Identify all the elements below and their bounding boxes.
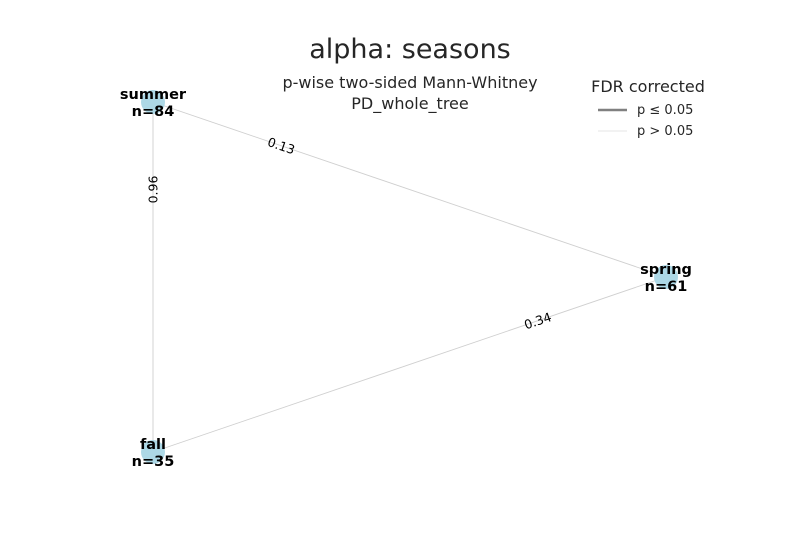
legend: FDR corrected p ≤ 0.05 p > 0.05 — [591, 77, 705, 139]
node-fall — [141, 440, 165, 464]
node-count-fall: n=35 — [132, 454, 175, 470]
node-summer — [141, 90, 165, 114]
edge-label-fall-spring: 0.34 — [522, 309, 553, 332]
edge-label-summer-spring: 0.13 — [266, 134, 297, 157]
node-name-summer: summer — [120, 87, 187, 103]
node-name-fall: fall — [140, 437, 166, 453]
node-count-spring: n=61 — [645, 279, 688, 295]
edges-layer: 0.13 0.96 0.34 — [146, 101, 667, 453]
legend-label-significant: p ≤ 0.05 — [637, 103, 693, 118]
node-count-summer: n=84 — [132, 104, 175, 120]
legend-title: FDR corrected — [591, 77, 705, 96]
node-spring — [654, 265, 678, 289]
edge-fall-spring — [152, 276, 667, 453]
diagram-title: alpha: seasons — [309, 34, 511, 65]
node-name-spring: spring — [640, 262, 692, 278]
subtitle-line-1: p-wise two-sided Mann-Whitney — [282, 73, 537, 92]
subtitle-line-2: PD_whole_tree — [351, 94, 468, 114]
edge-label-summer-fall: 0.96 — [146, 176, 161, 204]
legend-label-nonsignificant: p > 0.05 — [637, 124, 693, 139]
edge-summer-spring — [152, 101, 667, 278]
